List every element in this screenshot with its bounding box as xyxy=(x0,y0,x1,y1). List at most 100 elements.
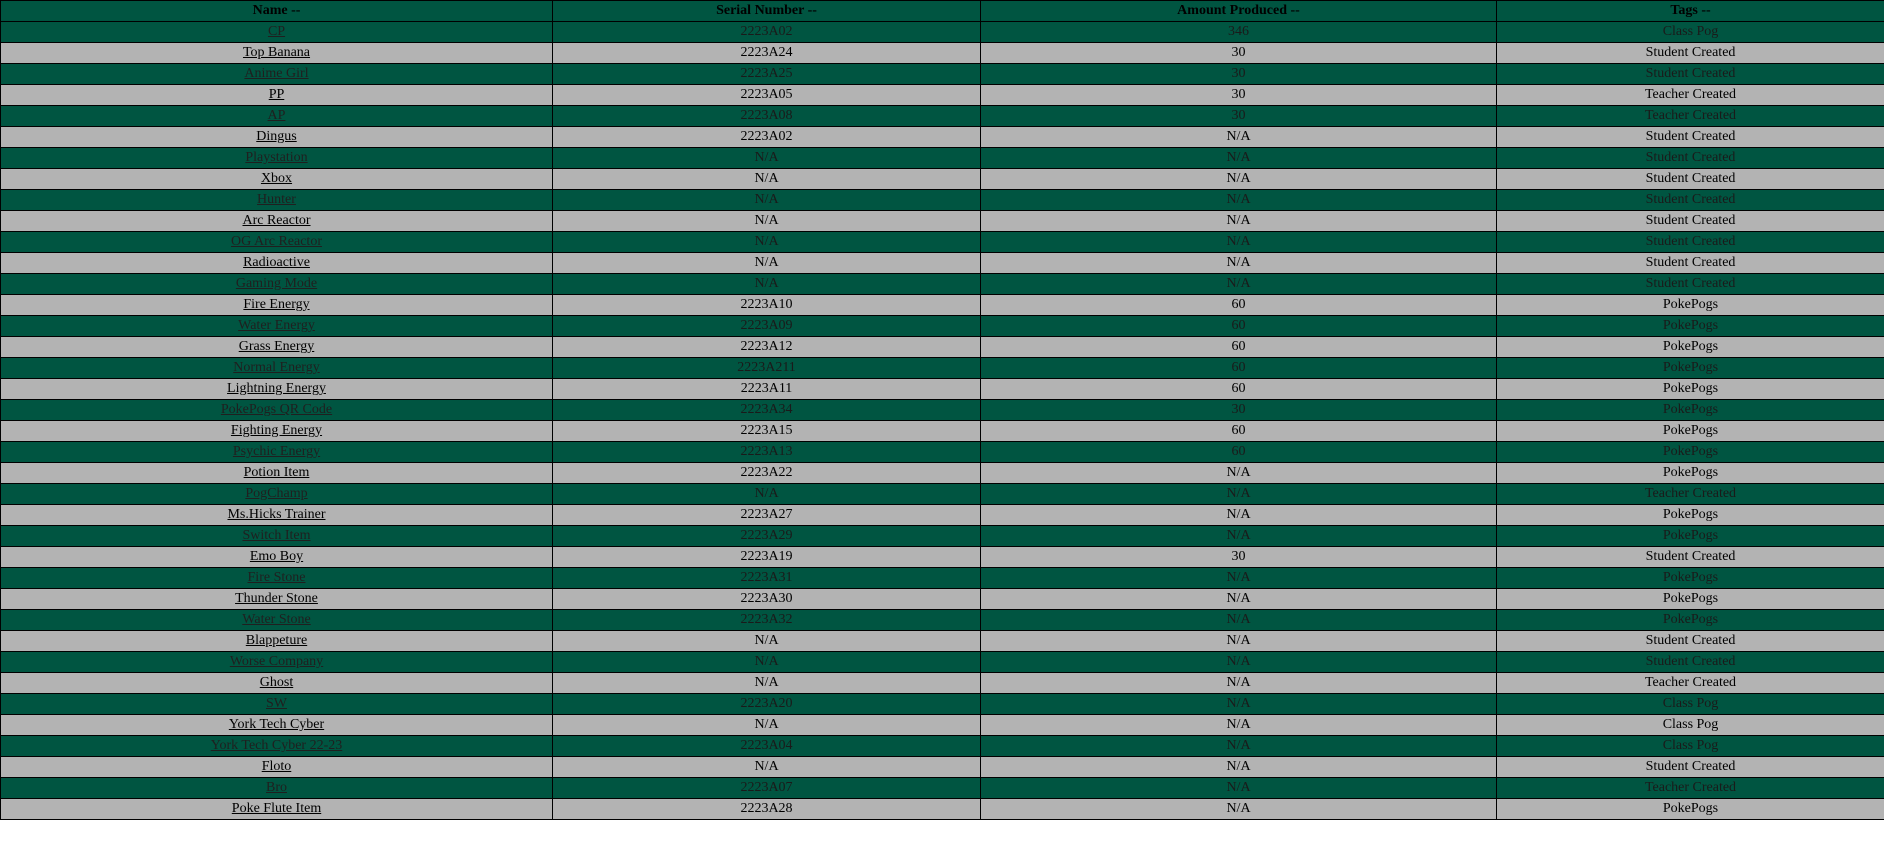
name-cell: Switch Item xyxy=(0,525,553,547)
item-name-link[interactable]: Fire Energy xyxy=(243,297,310,312)
name-cell: Psychic Energy xyxy=(0,441,553,463)
item-name-link[interactable]: York Tech Cyber xyxy=(228,717,325,732)
item-name-link[interactable]: Thunder Stone xyxy=(235,591,318,606)
item-name-link[interactable]: Radioactive xyxy=(243,255,310,270)
amount-cell: N/A xyxy=(980,609,1497,631)
item-name-link[interactable]: Emo Boy xyxy=(249,549,304,564)
name-cell: Emo Boy xyxy=(0,546,553,568)
item-name-link[interactable]: AP xyxy=(267,108,286,123)
table-row: Psychic Energy 2223A13 60 PokePogs xyxy=(0,441,1884,463)
name-column-header[interactable]: Name -- xyxy=(0,0,553,22)
serial-cell: 2223A07 xyxy=(552,777,981,799)
name-cell: PP xyxy=(0,84,553,106)
table-row: Dingus 2223A02 N/A Student Created xyxy=(0,126,1884,148)
tags-cell: Student Created xyxy=(1496,42,1884,64)
table-row: Hunter N/A N/A Student Created xyxy=(0,189,1884,211)
item-name-link[interactable]: Water Stone xyxy=(242,612,311,627)
tags-cell: Teacher Created xyxy=(1496,483,1884,505)
name-cell: SW xyxy=(0,693,553,715)
serial-cell: 2223A19 xyxy=(552,546,981,568)
tags-cell: Student Created xyxy=(1496,63,1884,85)
tags-cell: Student Created xyxy=(1496,231,1884,253)
table-row: Grass Energy 2223A12 60 PokePogs xyxy=(0,336,1884,358)
item-name-link[interactable]: PokePogs QR Code xyxy=(220,402,333,417)
tags-cell: PokePogs xyxy=(1496,294,1884,316)
amount-cell: 30 xyxy=(980,399,1497,421)
amount-column-header[interactable]: Amount Produced -- xyxy=(980,0,1497,22)
serial-cell: 2223A24 xyxy=(552,42,981,64)
table-row: Top Banana 2223A24 30 Student Created xyxy=(0,42,1884,64)
item-name-link[interactable]: Dingus xyxy=(256,129,297,144)
serial-cell: 2223A29 xyxy=(552,525,981,547)
tags-cell: PokePogs xyxy=(1496,315,1884,337)
item-name-link[interactable]: Anime Girl xyxy=(244,66,309,81)
item-name-link[interactable]: Potion Item xyxy=(243,465,310,480)
item-name-link[interactable]: Bro xyxy=(266,780,287,795)
tags-cell: Student Created xyxy=(1496,189,1884,211)
serial-column-header[interactable]: Serial Number -- xyxy=(552,0,981,22)
amount-cell: N/A xyxy=(980,672,1497,694)
table-row: Blappeture N/A N/A Student Created xyxy=(0,630,1884,652)
name-cell: York Tech Cyber xyxy=(0,714,553,736)
item-name-link[interactable]: Psychic Energy xyxy=(232,444,321,459)
table-row: Xbox N/A N/A Student Created xyxy=(0,168,1884,190)
tags-cell: Teacher Created xyxy=(1496,105,1884,127)
tags-cell: Student Created xyxy=(1496,210,1884,232)
item-name-link[interactable]: Fighting Energy xyxy=(230,423,323,438)
name-cell: Floto xyxy=(0,756,553,778)
pogs-table: Name -- Serial Number -- Amount Produced… xyxy=(0,0,1884,820)
table-row: Bro 2223A07 N/A Teacher Created xyxy=(0,777,1884,799)
name-cell: Top Banana xyxy=(0,42,553,64)
item-name-link[interactable]: Lightning Energy xyxy=(227,381,326,396)
serial-cell: 2223A32 xyxy=(552,609,981,631)
item-name-link[interactable]: Grass Energy xyxy=(238,339,315,354)
serial-cell: 2223A10 xyxy=(552,294,981,316)
serial-cell: 2223A20 xyxy=(552,693,981,715)
tags-cell: PokePogs xyxy=(1496,399,1884,421)
name-cell: York Tech Cyber 22-23 xyxy=(0,735,553,757)
table-row: Switch Item 2223A29 N/A PokePogs xyxy=(0,525,1884,547)
item-name-link[interactable]: Floto xyxy=(261,759,292,774)
table-row: Anime Girl 2223A25 30 Student Created xyxy=(0,63,1884,85)
amount-cell: N/A xyxy=(980,588,1497,610)
serial-cell: 2223A31 xyxy=(552,567,981,589)
item-name-link[interactable]: Gaming Mode xyxy=(235,276,318,291)
table-row: Normal Energy 2223A211 60 PokePogs xyxy=(0,357,1884,379)
item-name-link[interactable]: Switch Item xyxy=(242,528,311,543)
item-name-link[interactable]: Ghost xyxy=(259,675,294,690)
item-name-link[interactable]: Top Banana xyxy=(242,45,311,60)
amount-cell: N/A xyxy=(980,651,1497,673)
serial-cell: N/A xyxy=(552,231,981,253)
item-name-link[interactable]: York Tech Cyber 22-23 xyxy=(210,738,343,753)
serial-cell: 2223A09 xyxy=(552,315,981,337)
table-row: Thunder Stone 2223A30 N/A PokePogs xyxy=(0,588,1884,610)
item-name-link[interactable]: Hunter xyxy=(257,192,296,207)
item-name-link[interactable]: SW xyxy=(266,696,287,711)
amount-cell: N/A xyxy=(980,630,1497,652)
item-name-link[interactable]: Fire Stone xyxy=(247,570,306,585)
amount-cell: 60 xyxy=(980,378,1497,400)
name-cell: Radioactive xyxy=(0,252,553,274)
item-name-link[interactable]: Water Energy xyxy=(238,318,315,333)
serial-cell: 2223A27 xyxy=(552,504,981,526)
item-name-link[interactable]: Normal Energy xyxy=(233,360,320,375)
item-name-link[interactable]: PogChamp xyxy=(245,486,308,501)
name-cell: Lightning Energy xyxy=(0,378,553,400)
item-name-link[interactable]: Arc Reactor xyxy=(242,213,311,228)
tags-column-header[interactable]: Tags -- xyxy=(1496,0,1884,22)
amount-cell: 30 xyxy=(980,63,1497,85)
serial-cell: 2223A28 xyxy=(552,798,981,820)
name-cell: Fire Stone xyxy=(0,567,553,589)
name-cell: Poke Flute Item xyxy=(0,798,553,820)
item-name-link[interactable]: PP xyxy=(268,87,285,102)
item-name-link[interactable]: Xbox xyxy=(260,171,293,186)
item-name-link[interactable]: Worse Company xyxy=(229,654,324,669)
item-name-link[interactable]: Blappeture xyxy=(245,633,308,648)
item-name-link[interactable]: Poke Flute Item xyxy=(231,801,322,816)
item-name-link[interactable]: CP xyxy=(267,24,286,39)
amount-cell: 30 xyxy=(980,42,1497,64)
table-row: Water Stone 2223A32 N/A PokePogs xyxy=(0,609,1884,631)
item-name-link[interactable]: Ms.Hicks Trainer xyxy=(227,507,326,522)
item-name-link[interactable]: OG Arc Reactor xyxy=(231,234,322,249)
item-name-link[interactable]: Playstation xyxy=(245,150,308,165)
